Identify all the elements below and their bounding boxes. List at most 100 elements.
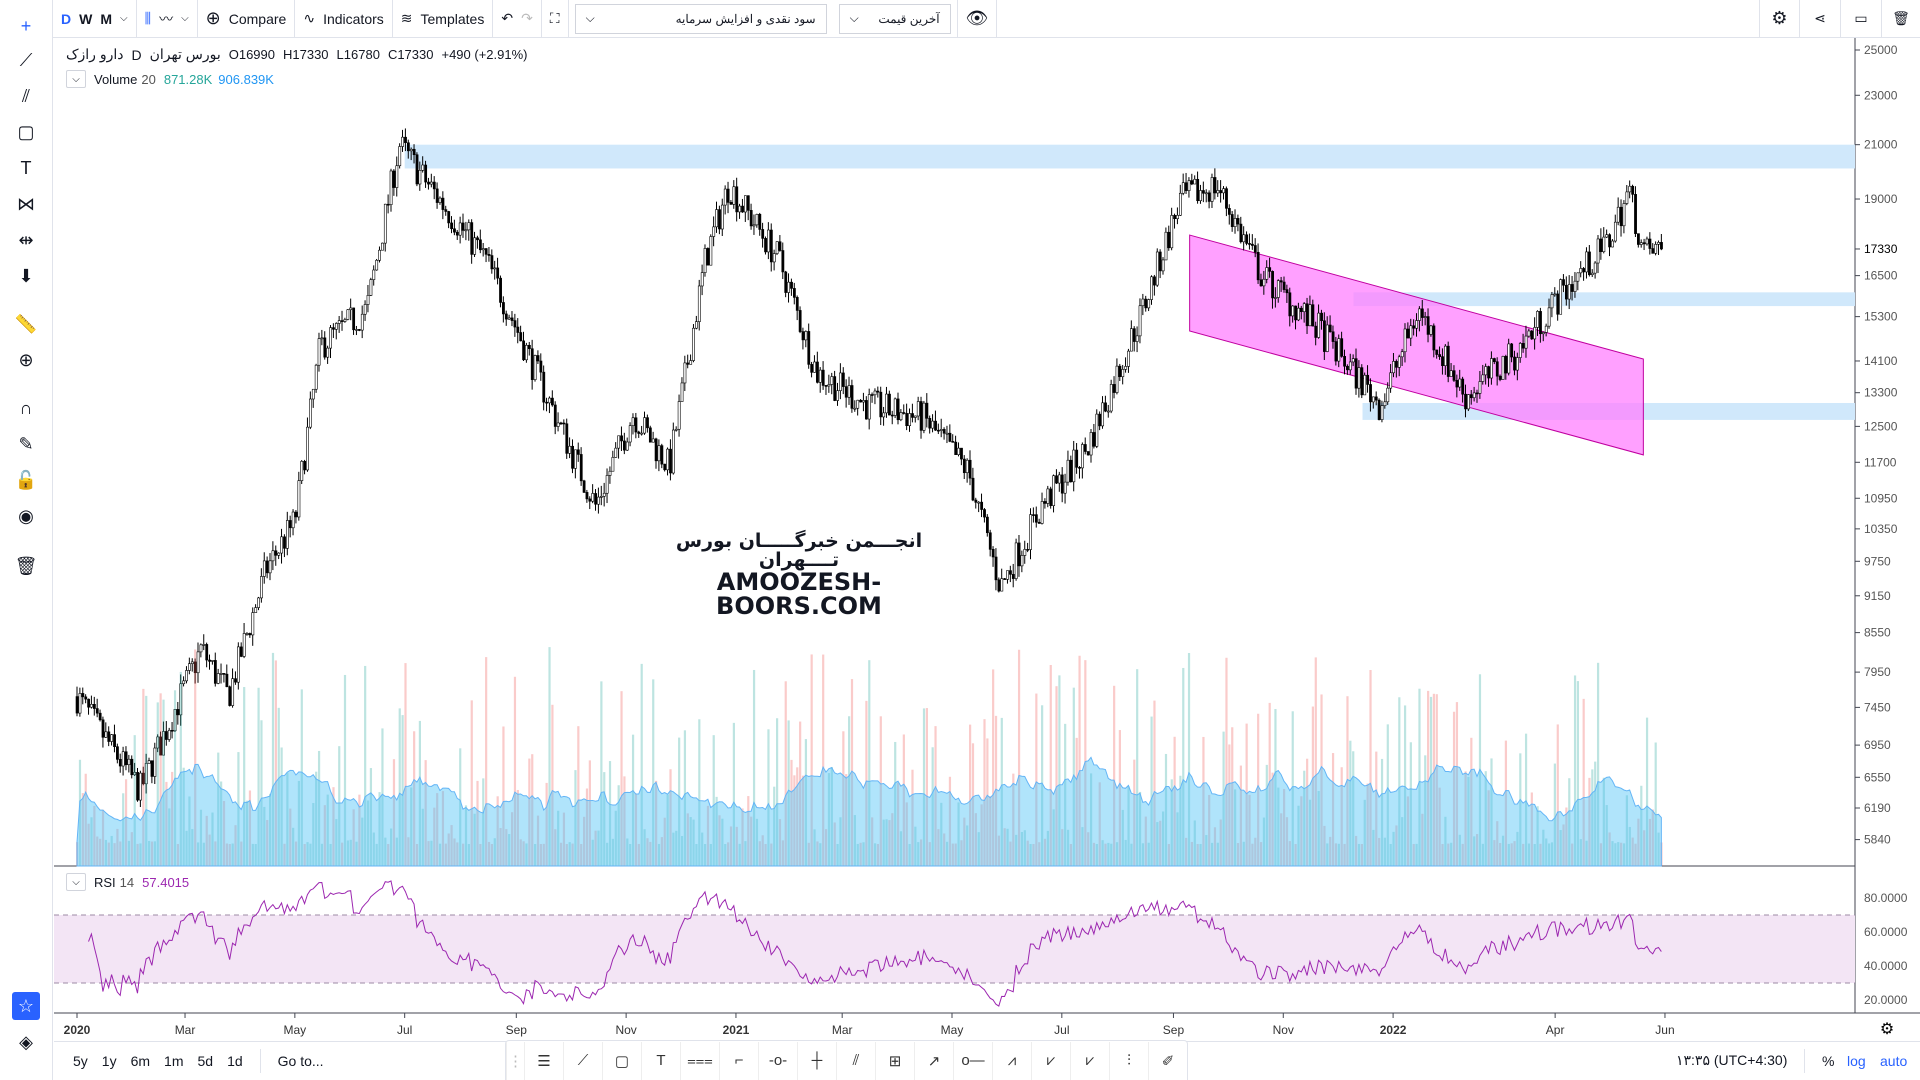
visibility-button[interactable]: 👁: [956, 0, 998, 38]
open-value: O16990: [228, 47, 275, 62]
ae-pattern-icon[interactable]: ⩗: [1070, 1041, 1109, 1080]
goto-button[interactable]: Go to...: [277, 1053, 324, 1069]
elliott-impulse-icon[interactable]: ⩘: [992, 1041, 1031, 1080]
watermark: انجـــمن خبرگـــــان بورس تــــهران AMOO…: [634, 532, 964, 619]
date-range-icon[interactable]: ⫶: [1109, 1041, 1148, 1080]
abc-pattern-icon[interactable]: ⩗: [1031, 1041, 1070, 1080]
callout-icon[interactable]: ⌐: [719, 1041, 758, 1080]
clock[interactable]: ۱۳:۳۵ (UTC+4:30): [1676, 1052, 1788, 1068]
arrow-down-icon[interactable]: ⬇: [18, 265, 34, 286]
candle-body: [242, 633, 246, 657]
collapse-chevron-icon[interactable]: ⌵: [66, 873, 86, 891]
delete-button[interactable]: 🗑: [1882, 0, 1920, 38]
symbol-name[interactable]: دارو رازک: [66, 46, 124, 62]
volume-bar: [424, 760, 427, 866]
trend-line-icon[interactable]: ⟋: [563, 1041, 602, 1080]
horizontal-lines-icon[interactable]: ☰: [524, 1041, 563, 1080]
volume-bar: [194, 649, 197, 866]
volume-bar: [508, 834, 511, 866]
share-button[interactable]: ⋖: [1800, 0, 1841, 38]
line-chart-icon[interactable]: 〰: [159, 10, 174, 27]
volume-bar: [1300, 796, 1303, 866]
zoom-in-icon[interactable]: ⊕: [18, 349, 34, 370]
range-1d[interactable]: 1d: [227, 1053, 243, 1069]
layers-icon[interactable]: ◈: [19, 1031, 33, 1052]
crosshair-icon[interactable]: +: [20, 15, 32, 36]
candle-body: [1576, 272, 1580, 282]
volume-bar: [804, 739, 808, 866]
interval-d[interactable]: D: [61, 10, 72, 27]
candle-body: [1178, 192, 1182, 216]
rectangle-icon[interactable]: ▢: [17, 121, 35, 142]
pitchfork-icon[interactable]: ⩶: [680, 1041, 719, 1080]
magnet-icon[interactable]: ∩: [19, 397, 33, 418]
candle-body: [746, 195, 750, 211]
eye-icon[interactable]: ◉: [18, 505, 34, 526]
fullscreen-button[interactable]: ⛶: [542, 0, 569, 38]
text-icon[interactable]: T: [641, 1041, 680, 1080]
price-source-select[interactable]: آخرین قیمت ⌵: [838, 3, 951, 34]
lock-drawing-icon[interactable]: ✎: [18, 433, 34, 454]
undo-icon[interactable]: ↶: [501, 10, 514, 26]
interval-m[interactable]: M: [100, 10, 113, 27]
interval-w[interactable]: W: [79, 10, 93, 27]
volume-bar: [1170, 779, 1173, 866]
templates-button[interactable]: ≋ Templates: [393, 0, 494, 38]
trend-line-icon[interactable]: ⟋: [19, 49, 33, 70]
log-toggle[interactable]: log: [1847, 1052, 1866, 1069]
volume-bar: [1205, 835, 1208, 866]
volume-bar: [260, 720, 263, 866]
pattern-icon[interactable]: ⋈: [17, 193, 35, 214]
candle-body: [870, 394, 874, 396]
prediction-icon[interactable]: ⇹: [18, 229, 34, 250]
candle-body: [841, 372, 845, 387]
text-icon[interactable]: T: [20, 157, 32, 178]
chevron-down-icon[interactable]: ⌵: [120, 13, 128, 24]
percent-toggle[interactable]: %: [1822, 1052, 1835, 1069]
unlock-icon[interactable]: 🔓: [14, 469, 38, 490]
cross-line-icon[interactable]: ┼: [797, 1041, 836, 1080]
range-1m[interactable]: 1m: [164, 1053, 184, 1069]
arrow-icon[interactable]: ↗: [914, 1041, 953, 1080]
fib-icon[interactable]: ⫽: [21, 85, 31, 106]
indicators-button[interactable]: ∿ Indicators: [295, 0, 393, 38]
volume-bar: [1297, 805, 1300, 866]
trash-icon[interactable]: 🗑: [14, 555, 38, 576]
range-5y[interactable]: 5y: [73, 1053, 88, 1069]
redo-icon[interactable]: ↷: [521, 10, 533, 26]
range-6m[interactable]: 6m: [130, 1053, 151, 1069]
volume-bar: [113, 843, 116, 866]
price-range-icon[interactable]: ⊞: [875, 1041, 914, 1080]
brush-icon[interactable]: ✐: [1148, 1041, 1187, 1080]
horizontal-segment-icon[interactable]: o—: [953, 1041, 992, 1080]
volume-bar: [407, 837, 410, 866]
auto-toggle[interactable]: auto: [1880, 1052, 1908, 1069]
candle-body: [507, 317, 511, 320]
snapshot-button[interactable]: ▭: [1841, 0, 1882, 38]
candle-body: [1153, 276, 1156, 286]
volume-bar: [873, 843, 877, 866]
parallel-channel-icon[interactable]: ⫽: [836, 1041, 875, 1080]
candle-body: [268, 560, 272, 574]
candle-body: [1331, 331, 1335, 342]
range-1y[interactable]: 1y: [101, 1053, 117, 1069]
settings-button[interactable]: ⚙: [1759, 0, 1800, 38]
compare-button[interactable]: ⊕ Compare: [198, 0, 296, 38]
candle-body: [150, 760, 154, 777]
volume-bar: [332, 787, 335, 866]
adjustment-select[interactable]: سود نقدی و افزایش سرمایه ⌵: [574, 3, 827, 34]
candles-icon[interactable]: ⫼: [144, 10, 152, 26]
volume-bar: [824, 829, 828, 866]
favorites-star-icon[interactable]: ☆: [12, 992, 40, 1020]
candle-body: [1415, 320, 1419, 329]
ruler-icon[interactable]: 📏: [14, 313, 38, 334]
drag-handle-icon[interactable]: ⋮: [506, 1041, 524, 1080]
collapse-chevron-icon[interactable]: ⌵: [66, 70, 86, 88]
candle-body: [761, 229, 765, 239]
rsi-tick-label: 80.0000: [1864, 891, 1908, 905]
range-5d[interactable]: 5d: [197, 1053, 214, 1069]
horizontal-ray-icon[interactable]: -o-: [758, 1041, 797, 1080]
chevron-down-icon[interactable]: ⌵: [181, 13, 189, 24]
rectangle-icon[interactable]: ▢: [602, 1041, 641, 1080]
